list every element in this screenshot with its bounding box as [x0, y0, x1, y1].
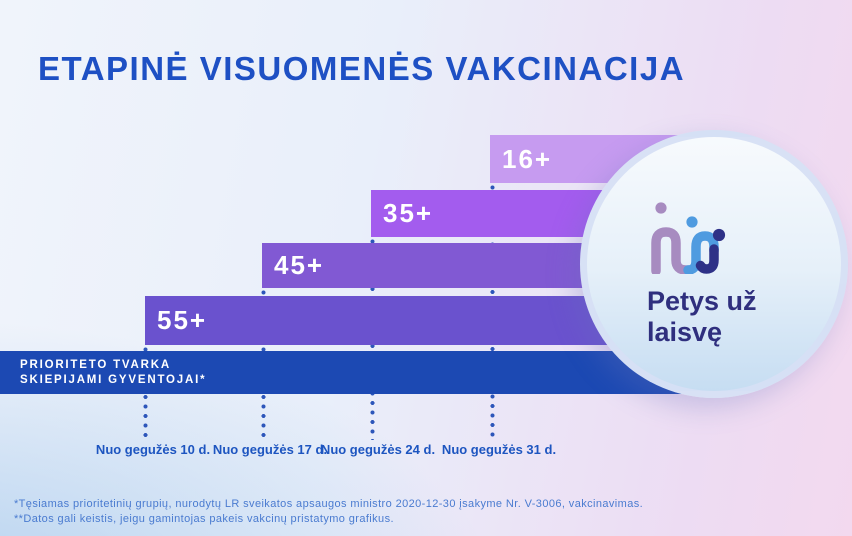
bar-55plus-label: 55+: [157, 305, 208, 335]
people-icon: [651, 202, 726, 274]
priority-banner-line2: SKIEPIJAMI GYVENTOJAI*: [20, 374, 207, 386]
bar-16plus-label: 16+: [502, 143, 553, 174]
date-label-may10: Nuo gegužės 10 d.: [95, 442, 211, 457]
date-label-may24: Nuo gegužės 24 d.: [320, 442, 436, 457]
bar-45plus-label: 45+: [274, 250, 325, 280]
bar-35plus-label: 35+: [383, 198, 434, 228]
page-title: ETAPINĖ VISUOMENĖS VAKCINACIJA: [38, 50, 686, 87]
footnote-1: *Tęsiamas prioritetinių grupių, nurodytų…: [14, 498, 644, 510]
date-label-may31: Nuo gegužės 31 d.: [441, 442, 557, 457]
footnotes: *Tęsiamas prioritetinių grupių, nurodytų…: [14, 497, 643, 526]
priority-banner-line1: PRIORITETO TVARKA: [20, 359, 171, 371]
logo-wordmark-line2: laisvę: [647, 317, 723, 347]
priority-banner: PRIORITETO TVARKA SKIEPIJAMI GYVENTOJAI*: [0, 351, 740, 394]
logo-wordmark: Petys už laisvę: [647, 286, 757, 348]
date-label-may17: Nuo gegužės 17 d.: [212, 442, 328, 457]
logo-wordmark-line1: Petys už: [647, 286, 757, 316]
footnote-2: **Datos gali keistis, jeigu gamintojas p…: [14, 512, 394, 525]
